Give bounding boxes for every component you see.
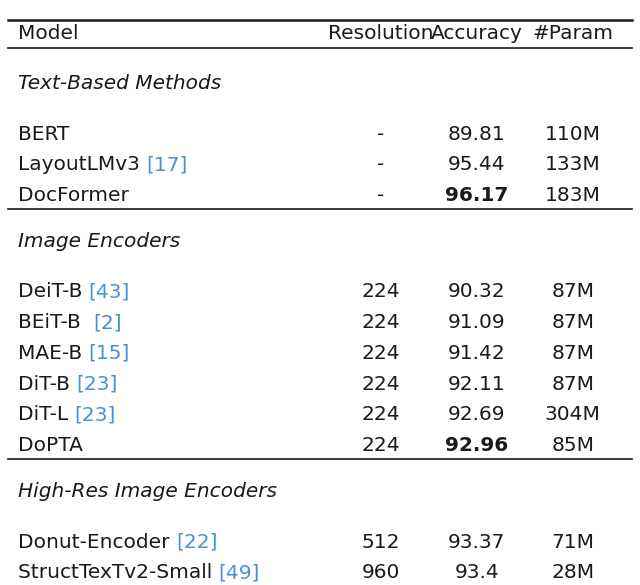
Text: [23]: [23] — [74, 405, 116, 424]
Text: 960: 960 — [362, 563, 400, 582]
Text: 87M: 87M — [551, 313, 595, 332]
Text: Model: Model — [18, 25, 79, 43]
Text: StructTexTv2-Small: StructTexTv2-Small — [18, 563, 218, 582]
Text: DiT-B: DiT-B — [18, 374, 76, 394]
Text: [49]: [49] — [218, 563, 260, 582]
Text: MAE-B: MAE-B — [18, 344, 88, 363]
Text: 28M: 28M — [551, 563, 595, 582]
Text: 183M: 183M — [545, 186, 601, 205]
Text: [2]: [2] — [93, 313, 122, 332]
Text: Resolution: Resolution — [328, 25, 433, 43]
Text: 92.96: 92.96 — [445, 436, 508, 455]
Text: #Param: #Param — [532, 25, 613, 43]
Text: -: - — [377, 125, 385, 143]
Text: 224: 224 — [362, 436, 400, 455]
Text: DeiT-B: DeiT-B — [18, 283, 89, 301]
Text: 304M: 304M — [545, 405, 601, 424]
Text: 133M: 133M — [545, 156, 601, 174]
Text: LayoutLMv3: LayoutLMv3 — [18, 156, 146, 174]
Text: [22]: [22] — [176, 532, 218, 552]
Text: 90.32: 90.32 — [448, 283, 506, 301]
Text: 224: 224 — [362, 313, 400, 332]
Text: 224: 224 — [362, 283, 400, 301]
Text: [43]: [43] — [89, 283, 130, 301]
Text: 224: 224 — [362, 344, 400, 363]
Text: 93.4: 93.4 — [454, 563, 499, 582]
Text: 91.09: 91.09 — [448, 313, 506, 332]
Text: High-Res Image Encoders: High-Res Image Encoders — [18, 482, 277, 501]
Text: 89.81: 89.81 — [448, 125, 506, 143]
Text: 87M: 87M — [551, 283, 595, 301]
Text: 71M: 71M — [551, 532, 595, 552]
Text: Image Encoders: Image Encoders — [18, 232, 180, 251]
Text: 87M: 87M — [551, 344, 595, 363]
Text: Text-Based Methods: Text-Based Methods — [18, 74, 221, 93]
Text: BEiT-B: BEiT-B — [18, 313, 93, 332]
Text: 95.44: 95.44 — [448, 156, 506, 174]
Text: DoPTA: DoPTA — [18, 436, 83, 455]
Text: [15]: [15] — [88, 344, 130, 363]
Text: [23]: [23] — [76, 374, 118, 394]
Text: Accuracy: Accuracy — [431, 25, 523, 43]
Text: 92.69: 92.69 — [448, 405, 506, 424]
Text: 110M: 110M — [545, 125, 601, 143]
Text: DiT-L: DiT-L — [18, 405, 74, 424]
Text: DocFormer: DocFormer — [18, 186, 129, 205]
Text: 96.17: 96.17 — [445, 186, 509, 205]
Text: 92.11: 92.11 — [448, 374, 506, 394]
Text: Donut-Encoder: Donut-Encoder — [18, 532, 176, 552]
Text: -: - — [377, 186, 385, 205]
Text: 87M: 87M — [551, 374, 595, 394]
Text: BERT: BERT — [18, 125, 69, 143]
Text: 224: 224 — [362, 374, 400, 394]
Text: 85M: 85M — [551, 436, 595, 455]
Text: 91.42: 91.42 — [448, 344, 506, 363]
Text: 224: 224 — [362, 405, 400, 424]
Text: [17]: [17] — [146, 156, 188, 174]
Text: 93.37: 93.37 — [448, 532, 506, 552]
Text: -: - — [377, 156, 385, 174]
Text: 512: 512 — [362, 532, 400, 552]
